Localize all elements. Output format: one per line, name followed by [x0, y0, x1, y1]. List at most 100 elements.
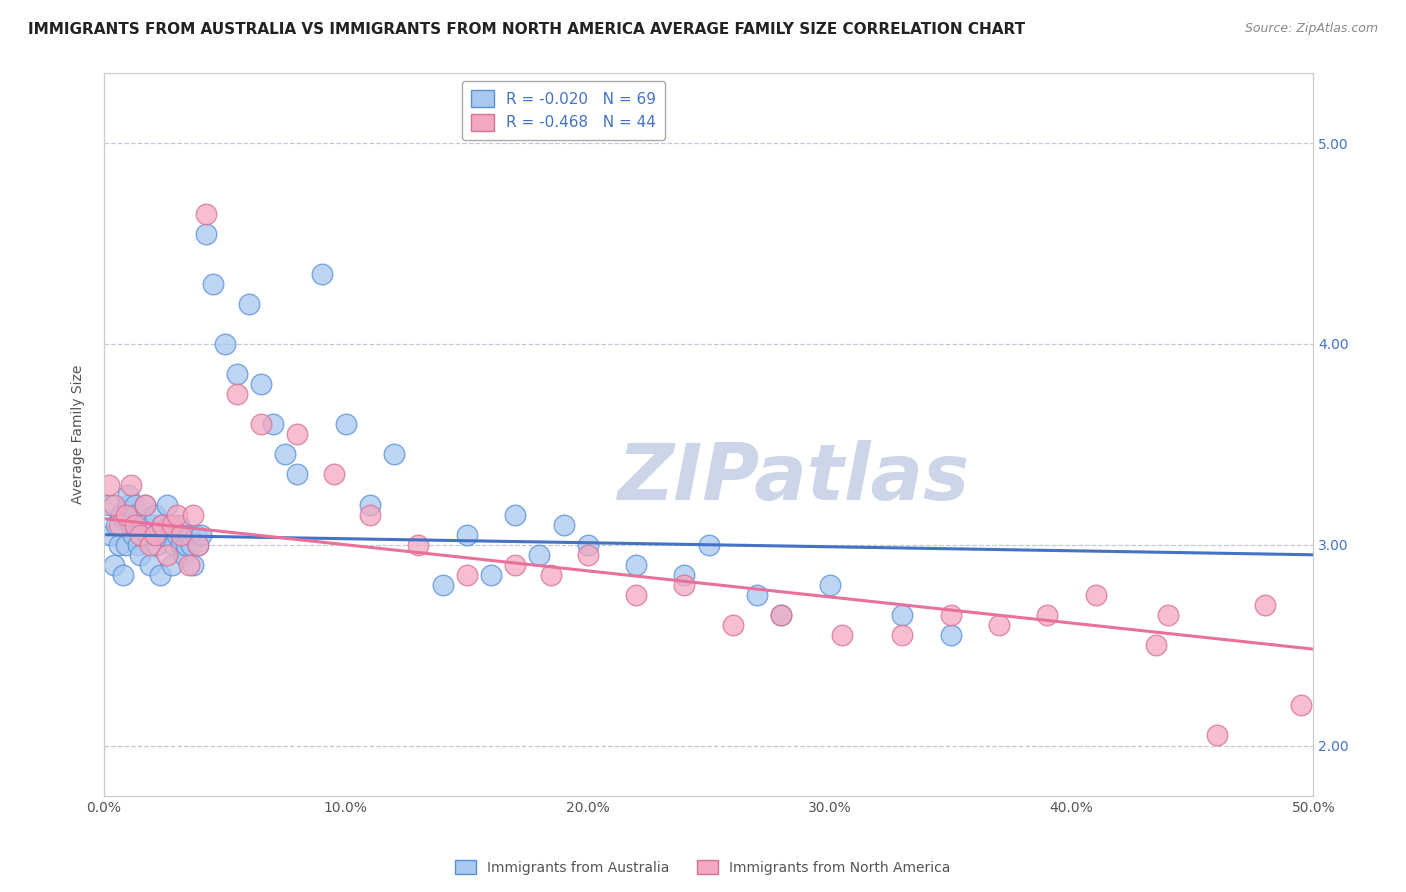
Point: [939, 607, 962, 622]
Point: [359, 508, 381, 522]
Point: [553, 517, 575, 532]
Point: [745, 588, 768, 602]
Point: [335, 417, 357, 432]
Point: [110, 508, 132, 522]
Point: [143, 508, 166, 522]
Point: [124, 517, 146, 532]
Point: [167, 517, 190, 532]
Point: [150, 517, 173, 532]
Point: [103, 558, 125, 572]
Point: [831, 628, 853, 642]
Point: [149, 567, 172, 582]
Point: [529, 548, 551, 562]
Point: [107, 517, 129, 532]
Point: [184, 527, 207, 541]
Point: [117, 498, 139, 512]
Point: [624, 558, 647, 572]
Point: [1157, 607, 1180, 622]
Point: [107, 538, 129, 552]
Point: [150, 517, 173, 532]
Point: [322, 467, 344, 482]
Point: [187, 538, 209, 552]
Point: [129, 527, 152, 541]
Point: [891, 628, 914, 642]
Point: [129, 548, 152, 562]
Point: [127, 538, 149, 552]
Point: [818, 578, 841, 592]
Point: [1084, 588, 1107, 602]
Point: [226, 387, 249, 401]
Point: [112, 567, 135, 582]
Point: [262, 417, 284, 432]
Point: [97, 498, 120, 512]
Point: [177, 558, 200, 572]
Point: [114, 538, 136, 552]
Point: [170, 527, 193, 541]
Point: [160, 558, 183, 572]
Point: [226, 367, 249, 381]
Text: Source: ZipAtlas.com: Source: ZipAtlas.com: [1244, 22, 1378, 36]
Point: [177, 527, 200, 541]
Point: [382, 447, 405, 461]
Point: [624, 588, 647, 602]
Point: [673, 567, 696, 582]
Point: [201, 277, 224, 291]
Point: [134, 498, 156, 512]
Point: [163, 538, 186, 552]
Point: [97, 477, 120, 491]
Point: [1205, 729, 1227, 743]
Point: [120, 477, 142, 491]
Point: [479, 567, 502, 582]
Point: [1144, 638, 1167, 652]
Point: [156, 548, 179, 562]
Point: [139, 558, 162, 572]
Point: [408, 538, 430, 552]
Point: [503, 508, 526, 522]
Point: [187, 538, 209, 552]
Point: [939, 628, 962, 642]
Point: [166, 508, 188, 522]
Point: [673, 578, 696, 592]
Point: [287, 427, 309, 442]
Point: [456, 527, 478, 541]
Point: [214, 337, 236, 351]
Point: [134, 498, 156, 512]
Point: [1289, 698, 1312, 713]
Point: [503, 558, 526, 572]
Y-axis label: Average Family Size: Average Family Size: [72, 365, 86, 504]
Point: [143, 527, 166, 541]
Point: [987, 618, 1010, 632]
Point: [153, 527, 176, 541]
Point: [141, 517, 163, 532]
Point: [770, 607, 793, 622]
Point: [180, 538, 202, 552]
Point: [891, 607, 914, 622]
Point: [190, 527, 212, 541]
Point: [721, 618, 744, 632]
Text: ZIPatlas: ZIPatlas: [617, 440, 970, 516]
Point: [160, 517, 183, 532]
Point: [117, 487, 139, 501]
Point: [173, 548, 195, 562]
Point: [156, 498, 179, 512]
Point: [146, 538, 169, 552]
Point: [131, 517, 153, 532]
Point: [183, 558, 205, 572]
Point: [157, 517, 180, 532]
Point: [576, 538, 599, 552]
Point: [174, 538, 197, 552]
Point: [250, 417, 273, 432]
Point: [274, 447, 297, 461]
Point: [120, 517, 142, 532]
Point: [1036, 607, 1059, 622]
Point: [124, 508, 146, 522]
Legend: Immigrants from Australia, Immigrants from North America: Immigrants from Australia, Immigrants fr…: [450, 855, 956, 880]
Point: [122, 527, 145, 541]
Point: [124, 498, 146, 512]
Point: [100, 527, 122, 541]
Text: IMMIGRANTS FROM AUSTRALIA VS IMMIGRANTS FROM NORTH AMERICA AVERAGE FAMILY SIZE C: IMMIGRANTS FROM AUSTRALIA VS IMMIGRANTS …: [28, 22, 1025, 37]
Point: [540, 567, 562, 582]
Point: [697, 538, 720, 552]
Point: [359, 498, 381, 512]
Point: [183, 508, 205, 522]
